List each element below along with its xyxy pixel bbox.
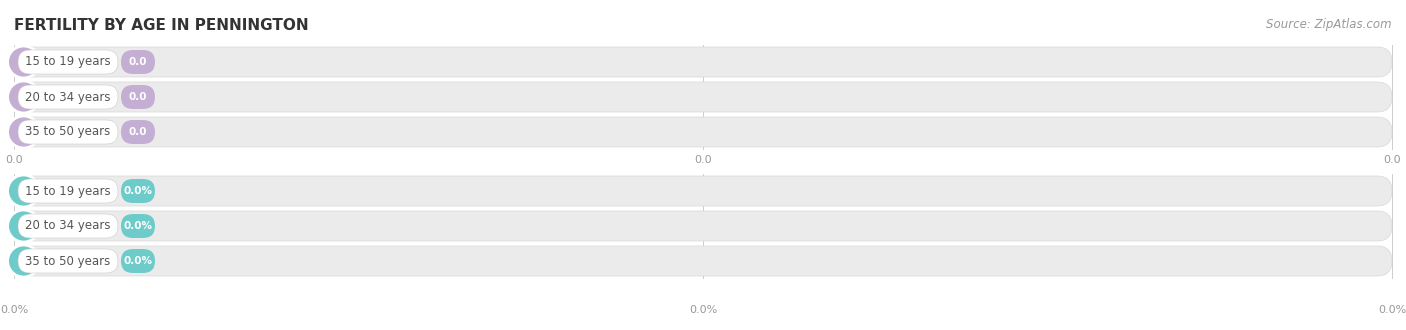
Text: 0.0: 0.0 — [1384, 155, 1400, 165]
Text: 20 to 34 years: 20 to 34 years — [25, 90, 111, 104]
Circle shape — [7, 116, 39, 148]
Text: 0.0%: 0.0% — [0, 305, 28, 315]
Text: 0.0%: 0.0% — [689, 305, 717, 315]
FancyBboxPatch shape — [18, 50, 118, 74]
FancyBboxPatch shape — [14, 211, 1392, 241]
Text: 0.0: 0.0 — [129, 92, 148, 102]
FancyBboxPatch shape — [121, 249, 155, 273]
Text: 0.0: 0.0 — [129, 57, 148, 67]
FancyBboxPatch shape — [18, 85, 118, 109]
Text: 15 to 19 years: 15 to 19 years — [25, 184, 111, 197]
FancyBboxPatch shape — [14, 246, 1392, 276]
Circle shape — [7, 46, 39, 78]
FancyBboxPatch shape — [14, 47, 1392, 77]
Text: 15 to 19 years: 15 to 19 years — [25, 55, 111, 69]
Text: Source: ZipAtlas.com: Source: ZipAtlas.com — [1267, 18, 1392, 31]
Circle shape — [7, 81, 39, 113]
Text: 0.0: 0.0 — [6, 155, 22, 165]
Text: 35 to 50 years: 35 to 50 years — [25, 125, 111, 139]
FancyBboxPatch shape — [121, 120, 155, 144]
Text: 0.0%: 0.0% — [1378, 305, 1406, 315]
Text: 0.0: 0.0 — [129, 127, 148, 137]
FancyBboxPatch shape — [121, 50, 155, 74]
FancyBboxPatch shape — [18, 179, 118, 203]
Text: 0.0: 0.0 — [695, 155, 711, 165]
Text: 0.0%: 0.0% — [124, 256, 152, 266]
Text: 20 to 34 years: 20 to 34 years — [25, 219, 111, 233]
FancyBboxPatch shape — [14, 117, 1392, 147]
FancyBboxPatch shape — [121, 85, 155, 109]
Text: 35 to 50 years: 35 to 50 years — [25, 254, 111, 268]
FancyBboxPatch shape — [121, 179, 155, 203]
Text: FERTILITY BY AGE IN PENNINGTON: FERTILITY BY AGE IN PENNINGTON — [14, 18, 309, 33]
FancyBboxPatch shape — [121, 214, 155, 238]
Text: 0.0%: 0.0% — [124, 186, 152, 196]
Circle shape — [7, 175, 39, 207]
FancyBboxPatch shape — [18, 120, 118, 144]
FancyBboxPatch shape — [14, 176, 1392, 206]
Text: 0.0%: 0.0% — [124, 221, 152, 231]
FancyBboxPatch shape — [18, 249, 118, 273]
Circle shape — [7, 245, 39, 277]
FancyBboxPatch shape — [14, 82, 1392, 112]
FancyBboxPatch shape — [18, 214, 118, 238]
Circle shape — [7, 210, 39, 242]
